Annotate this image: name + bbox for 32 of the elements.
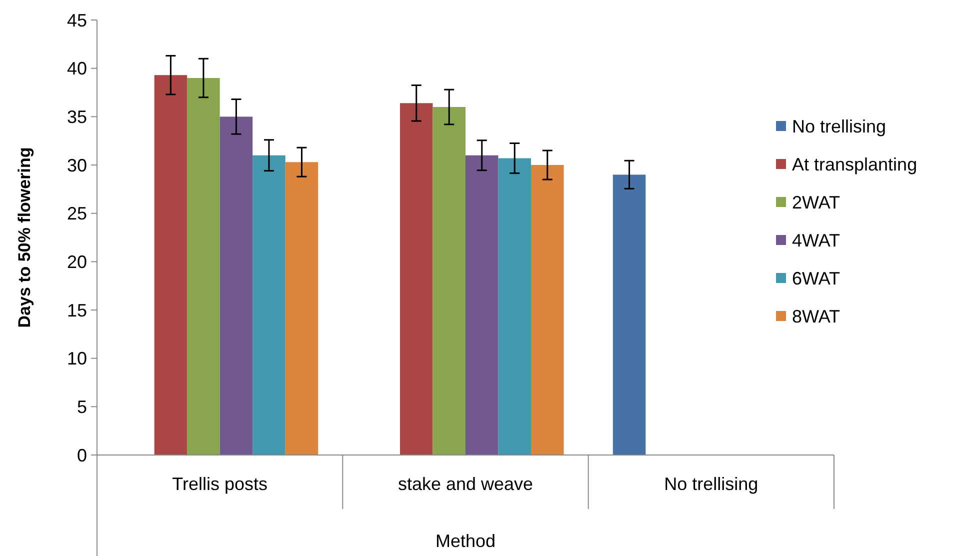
legend-label: 2WAT (792, 192, 840, 212)
x-tick-label: No trellising (664, 474, 758, 494)
legend-label: 8WAT (792, 306, 840, 326)
y-tick-label: 40 (66, 58, 87, 79)
y-tick-label: 0 (76, 445, 87, 466)
bar (531, 165, 564, 455)
x-tick-label: Trellis posts (172, 474, 268, 494)
legend-label: 4WAT (792, 230, 840, 250)
y-tick-label: 20 (66, 252, 87, 272)
y-tick-label: 25 (66, 204, 87, 224)
x-tick-label: stake and weave (398, 474, 534, 494)
bar (466, 155, 498, 455)
bar (285, 162, 318, 455)
bar (612, 174, 646, 455)
y-tick-label: 10 (66, 348, 87, 369)
bar (400, 103, 433, 455)
bar (220, 116, 253, 455)
y-tick-label: 5 (76, 396, 87, 417)
y-tick-label: 45 (66, 10, 87, 30)
legend-label: No trellising (792, 116, 886, 136)
legend-label: 6WAT (792, 268, 840, 288)
bar (154, 75, 188, 455)
y-axis-title: Days to 50% flowering (14, 147, 34, 328)
bar (432, 107, 466, 455)
y-tick-label: 30 (66, 155, 87, 176)
bar (252, 155, 286, 455)
y-tick-label: 15 (66, 300, 87, 320)
bar (187, 78, 220, 455)
y-tick-label: 35 (66, 106, 87, 127)
legend-label: At transplanting (792, 154, 918, 174)
bar (498, 158, 532, 455)
x-axis-title: Method (435, 531, 496, 551)
